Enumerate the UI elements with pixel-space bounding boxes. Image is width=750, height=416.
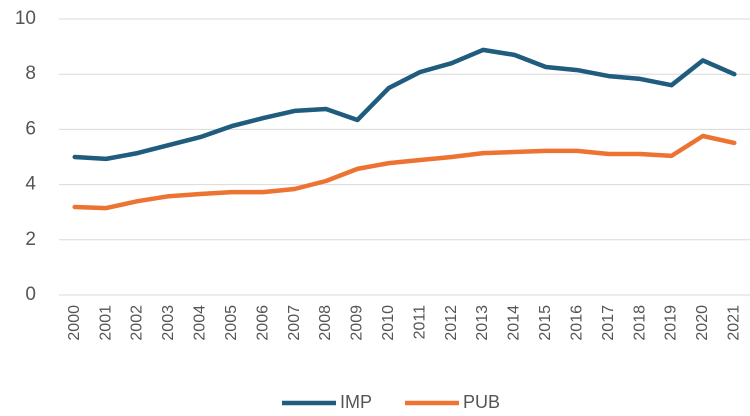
series-line xyxy=(72,133,737,211)
x-tick-label: 2016 xyxy=(568,305,585,341)
x-tick-label: 2017 xyxy=(600,305,617,341)
x-tick-label: 2003 xyxy=(160,305,177,341)
x-tick-label: 2021 xyxy=(726,305,743,341)
y-tick-label: 2 xyxy=(25,229,36,250)
x-tick-label: 2010 xyxy=(380,305,397,341)
y-tick-label: 6 xyxy=(25,118,36,139)
x-tick-label: 2004 xyxy=(192,305,209,341)
series-line xyxy=(72,47,737,162)
x-tick-label: 2002 xyxy=(129,305,146,341)
y-tick-label: 0 xyxy=(25,284,36,305)
x-tick-label: 2011 xyxy=(411,305,428,340)
legend-label: IMP xyxy=(340,392,372,412)
x-tick-label: 2001 xyxy=(97,305,114,341)
x-tick-label: 2008 xyxy=(317,305,334,341)
y-tick-label: 10 xyxy=(15,8,36,29)
x-tick-label: 2006 xyxy=(254,305,271,341)
x-tick-label: 2013 xyxy=(474,305,491,341)
x-tick-label: 2000 xyxy=(66,305,83,341)
x-tick-label: 2018 xyxy=(631,305,648,341)
y-tick-label: 4 xyxy=(25,174,36,195)
x-tick-label: 2007 xyxy=(286,305,303,341)
x-tick-label: 2005 xyxy=(223,305,240,341)
x-tick-label: 2012 xyxy=(443,305,460,341)
x-tick-label: 2015 xyxy=(537,305,554,341)
x-tick-label: 2014 xyxy=(506,305,523,341)
y-tick-label: 8 xyxy=(25,63,36,84)
x-tick-label: 2009 xyxy=(349,305,366,341)
x-tick-label: 2019 xyxy=(663,305,680,341)
x-tick-label: 2020 xyxy=(694,305,711,341)
legend-label: PUB xyxy=(463,392,500,412)
